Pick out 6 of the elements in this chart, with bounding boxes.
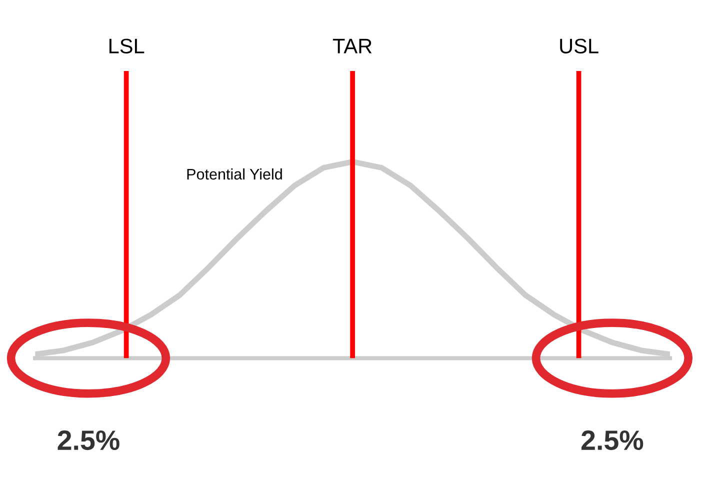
text: LSL [109, 38, 144, 54]
text: 2.5% [58, 430, 120, 450]
text: USL [560, 38, 598, 54]
annotation: Potential Yield [187, 168, 282, 180]
text: TAR [332, 38, 372, 54]
text: 2.5% [582, 430, 644, 450]
